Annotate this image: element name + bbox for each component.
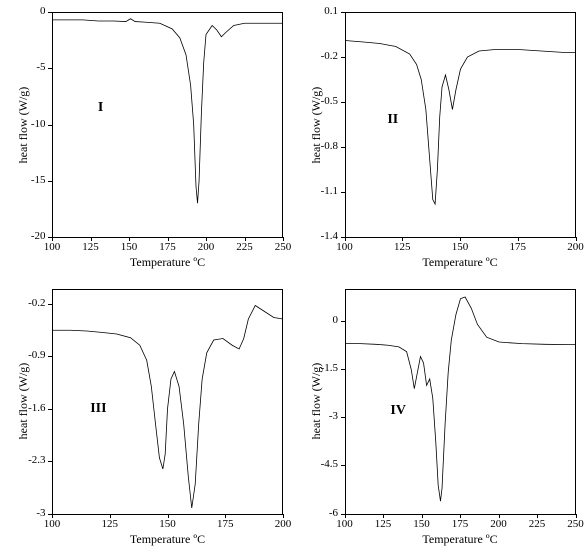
chart-grid: 100125150175200225250-20-15-10-50Tempera… bbox=[0, 0, 585, 553]
dsc-curve bbox=[4, 6, 289, 273]
panel-I: 100125150175200225250-20-15-10-50Tempera… bbox=[4, 6, 289, 273]
dsc-curve bbox=[4, 283, 289, 550]
dsc-curve bbox=[297, 283, 582, 550]
panel-IV: 100125150175200225250-6-4.5-3-1.50Temper… bbox=[297, 283, 582, 550]
dsc-curve bbox=[297, 6, 582, 273]
panel-III: 100125150175200-3-2.3-1.6-0.9-0.2Tempera… bbox=[4, 283, 289, 550]
panel-II: 100125150175200-1.4-1.1-0.8-0.5-0.20.1Te… bbox=[297, 6, 582, 273]
